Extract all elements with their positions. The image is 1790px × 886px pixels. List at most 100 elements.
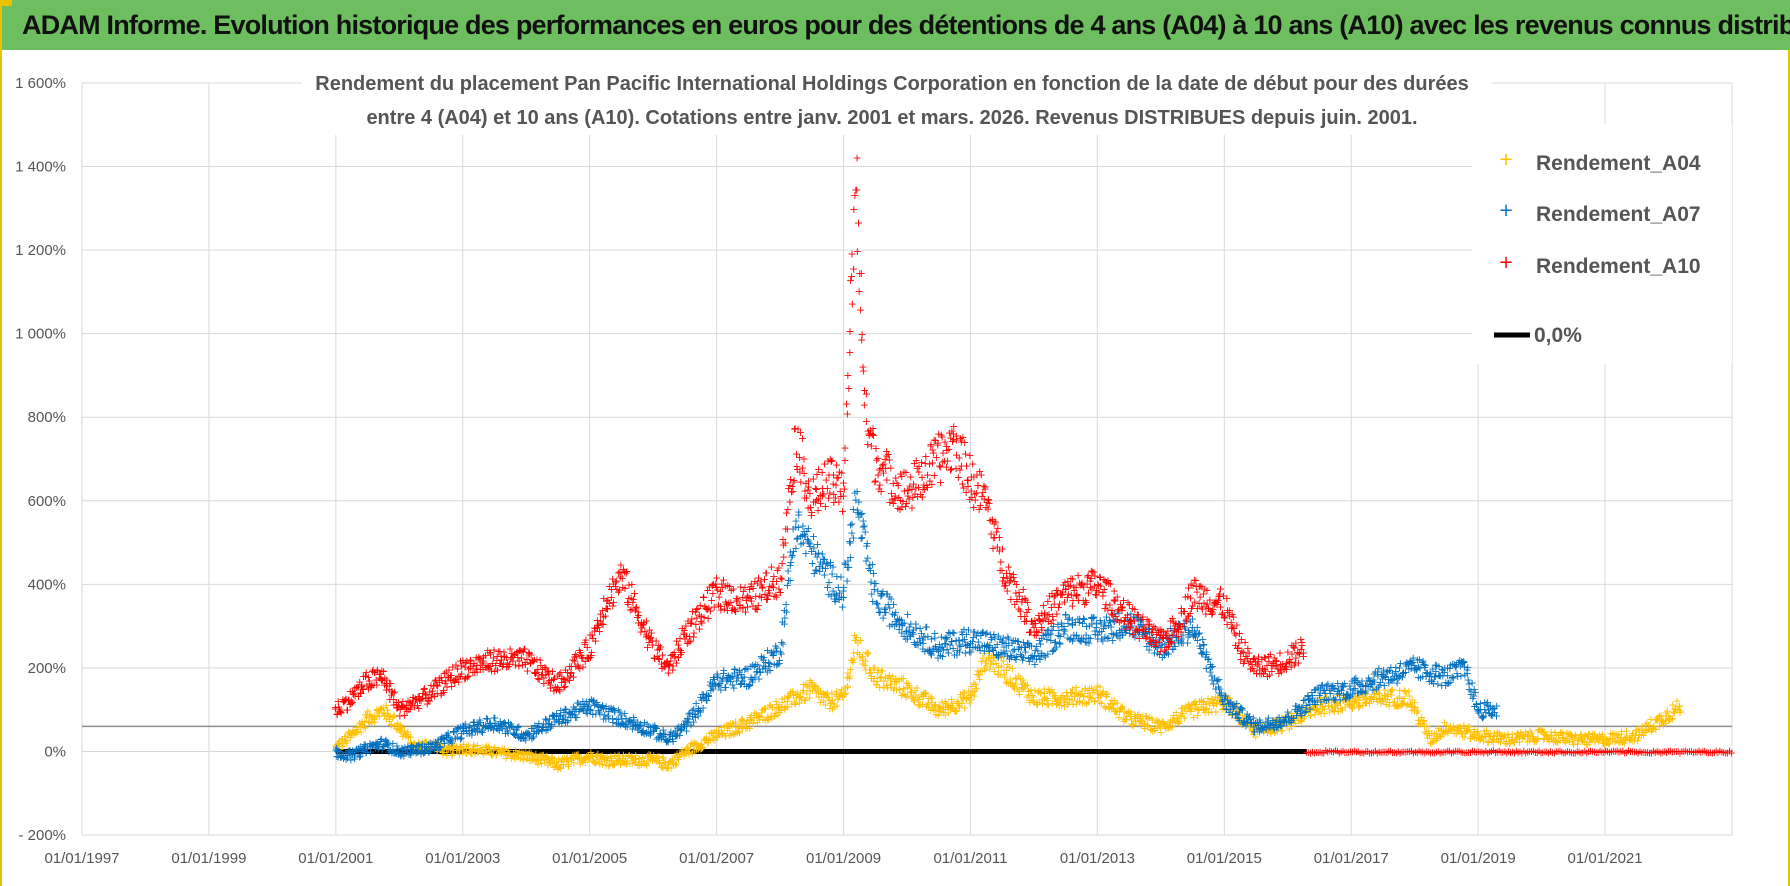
data-point: + [432, 745, 441, 758]
data-point: + [589, 755, 598, 768]
data-point: + [370, 710, 379, 723]
data-point: + [899, 672, 908, 685]
data-point: + [551, 760, 560, 773]
data-point: + [357, 717, 366, 730]
data-point: + [1292, 707, 1301, 720]
data-point: + [403, 728, 412, 741]
data-point: + [700, 734, 709, 747]
data-point: + [1007, 679, 1016, 692]
data-point: + [1634, 732, 1643, 745]
data-point: + [813, 681, 822, 694]
data-point: + [1208, 696, 1217, 709]
data-point: + [1339, 694, 1348, 707]
data-point: + [934, 702, 943, 715]
data-point: + [1278, 711, 1287, 724]
data-point: + [517, 748, 526, 761]
data-point: + [590, 756, 599, 769]
data-point: + [401, 728, 410, 741]
data-point: + [1642, 717, 1651, 730]
data-point: + [752, 709, 761, 722]
data-point: + [1213, 694, 1222, 707]
data-point: + [780, 692, 789, 705]
data-point: + [1611, 729, 1620, 742]
data-point: + [1377, 695, 1386, 708]
data-point: + [1550, 726, 1559, 739]
data-point: + [1655, 709, 1664, 722]
data-point: + [768, 701, 777, 714]
data-point: + [1099, 700, 1108, 713]
data-point: + [373, 737, 382, 750]
data-point: + [1051, 689, 1060, 702]
data-point: + [364, 715, 373, 728]
data-point: + [436, 741, 445, 754]
data-point: + [668, 756, 677, 769]
data-point: + [420, 740, 429, 753]
data-point: + [1420, 726, 1429, 739]
data-point: + [951, 705, 960, 718]
data-point: + [861, 655, 870, 668]
data-point: + [455, 746, 464, 759]
data-point: + [737, 714, 746, 727]
data-point: + [1407, 704, 1416, 717]
data-point: + [895, 683, 904, 696]
data-point: + [1143, 712, 1152, 725]
data-point: + [910, 695, 919, 708]
data-point: + [1648, 721, 1657, 734]
data-point: + [605, 759, 614, 772]
data-point: + [378, 740, 387, 753]
data-point: + [511, 744, 520, 757]
data-point: + [366, 739, 375, 752]
data-point: + [479, 748, 488, 761]
data-point: + [392, 740, 401, 753]
data-point: + [1375, 693, 1384, 706]
data-point: + [998, 543, 1007, 556]
data-point: + [798, 686, 807, 699]
data-point: + [559, 758, 568, 771]
data-point: + [351, 721, 360, 734]
data-point: + [1240, 715, 1249, 728]
data-point: + [1370, 688, 1379, 701]
data-point: + [647, 751, 656, 764]
data-point: + [1035, 696, 1044, 709]
data-point: + [1254, 720, 1263, 733]
data-point: + [962, 692, 971, 705]
data-point: + [845, 672, 854, 685]
data-point: + [676, 748, 685, 761]
data-point: + [1313, 699, 1322, 712]
data-point: + [372, 710, 381, 723]
data-point: + [1060, 693, 1069, 706]
data-point: + [1275, 722, 1284, 735]
data-point: + [1318, 703, 1327, 716]
data-point: + [332, 750, 341, 763]
data-point: + [371, 741, 380, 754]
data-point: + [566, 752, 575, 765]
data-point: + [882, 679, 891, 692]
data-point: + [839, 687, 848, 700]
data-point: + [1486, 730, 1495, 743]
data-point: + [845, 325, 854, 338]
data-point: + [1503, 738, 1512, 751]
data-point: + [1500, 729, 1509, 742]
data-point: + [548, 757, 557, 770]
data-point: + [648, 754, 657, 767]
data-point: + [1571, 730, 1580, 743]
data-point: + [1583, 738, 1592, 751]
data-point: + [1659, 715, 1668, 728]
data-point: + [403, 740, 412, 753]
data-point: + [458, 720, 467, 733]
data-point: + [1352, 696, 1361, 709]
data-point: + [514, 751, 523, 764]
data-point: + [933, 709, 942, 722]
data-point: + [337, 749, 346, 762]
data-point: + [611, 754, 620, 767]
data-point: + [1630, 732, 1639, 745]
data-point: + [946, 699, 955, 712]
data-point: + [475, 744, 484, 757]
data-point: + [436, 737, 445, 750]
data-point: + [1033, 685, 1042, 698]
data-point: + [1043, 694, 1052, 707]
data-point: + [420, 736, 429, 749]
data-point: + [601, 759, 610, 772]
data-point: + [875, 671, 884, 684]
data-point: + [1400, 684, 1409, 697]
